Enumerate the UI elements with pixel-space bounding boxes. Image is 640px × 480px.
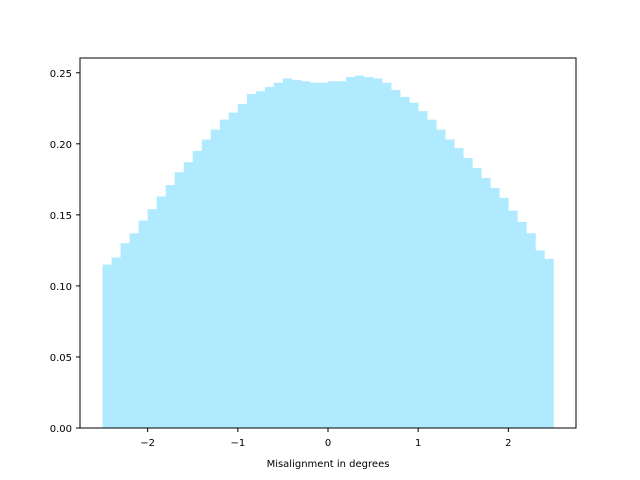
histogram-bar	[418, 111, 428, 428]
histogram-bar	[544, 258, 554, 428]
histogram-bar	[454, 148, 464, 428]
histogram-bar	[481, 177, 491, 428]
x-tick-label: −2	[140, 438, 155, 449]
x-tick-label: −1	[230, 438, 245, 449]
histogram-bar	[526, 233, 536, 428]
histogram-bar	[174, 172, 185, 428]
x-tick-label: 2	[505, 438, 511, 449]
histogram-bar	[409, 102, 419, 429]
histogram-bar	[129, 233, 139, 428]
histogram-bar	[210, 129, 221, 429]
histogram-bar	[328, 81, 338, 429]
y-tick-label: 0.20	[50, 140, 72, 151]
y-tick-label: 0.25	[50, 69, 72, 80]
histogram-bar	[364, 77, 374, 428]
x-tick-label: 0	[325, 438, 331, 449]
x-axis-ticks: −2 −1 0 1 2	[140, 428, 512, 449]
histogram-bar	[255, 91, 266, 428]
histogram-bar	[282, 78, 293, 429]
histogram-bar	[111, 257, 121, 428]
histogram-bar	[400, 96, 410, 429]
histogram-bar	[120, 243, 130, 428]
histogram-bar	[535, 250, 545, 428]
x-axis-label: Misalignment in degrees	[267, 459, 390, 470]
histogram-bar	[309, 82, 320, 428]
histogram-bar	[183, 162, 194, 429]
histogram-bar	[427, 119, 437, 429]
histogram-bar	[228, 112, 239, 428]
histogram-bar	[291, 79, 302, 428]
histogram-bar	[391, 89, 401, 428]
x-tick-label: 1	[415, 438, 421, 449]
histogram-bar	[517, 221, 527, 428]
histogram-bar	[300, 81, 311, 429]
histogram-bar	[382, 82, 392, 428]
histogram-bar	[102, 264, 112, 428]
histogram-bar	[436, 129, 446, 429]
histogram-bar	[156, 196, 166, 428]
histogram-bar	[246, 94, 257, 428]
histogram-bar	[318, 82, 329, 428]
y-tick-label: 0.10	[50, 282, 72, 293]
histogram-bar	[445, 139, 455, 428]
histogram-bars	[102, 75, 554, 429]
histogram-bar	[147, 209, 157, 428]
histogram-bar	[463, 158, 473, 428]
histogram-bar	[337, 81, 347, 429]
histogram-bar	[219, 119, 230, 429]
y-tick-label: 0.00	[50, 424, 72, 435]
histogram-bar	[264, 86, 275, 429]
y-tick-label: 0.05	[50, 353, 72, 364]
histogram-bar	[237, 104, 248, 428]
histogram-bar	[355, 75, 365, 429]
histogram-bar	[508, 210, 518, 428]
histogram-bar	[192, 150, 203, 428]
histogram-bar	[273, 82, 284, 428]
histogram-bar	[490, 187, 500, 428]
histogram-bar	[472, 167, 482, 429]
histogram-bar	[138, 220, 148, 428]
y-axis-ticks: 0.00 0.05 0.10 0.15 0.20 0.25	[50, 69, 80, 435]
histogram-bar	[499, 197, 509, 428]
histogram-bar	[373, 78, 383, 429]
histogram-bar	[201, 139, 212, 428]
histogram-bar	[346, 77, 356, 428]
y-tick-label: 0.15	[50, 211, 72, 222]
histogram-bar	[165, 185, 175, 428]
